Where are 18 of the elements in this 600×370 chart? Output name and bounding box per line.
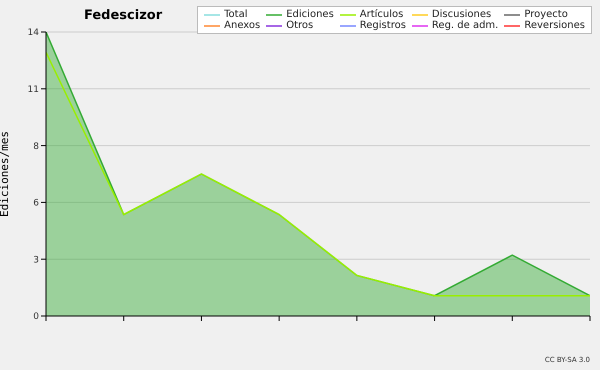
legend-label: Otros — [286, 20, 314, 31]
y-tick-label: 6 — [33, 198, 40, 209]
legend-label: Ediciones — [286, 9, 334, 20]
legend-label: Total — [224, 9, 248, 20]
y-tick-label: 0 — [33, 312, 40, 322]
legend-label: Registros — [360, 20, 406, 31]
y-tick-label: 14 — [28, 28, 40, 38]
legend-label: Reversiones — [524, 20, 585, 31]
chart-title: Fedescizor — [84, 8, 162, 23]
legend-label: Anexos — [224, 20, 260, 31]
y-axis-title: Ediciones/mes — [0, 130, 11, 218]
y-tick-label: 8 — [33, 142, 40, 152]
legend-label: Proyecto — [524, 9, 568, 20]
legend-label: Artículos — [360, 9, 404, 20]
legend-label: Reg. de adm. — [432, 20, 498, 31]
y-tick-label: 11 — [28, 84, 39, 95]
y-tick-label: 3 — [33, 255, 39, 266]
legend-label: Discusiones — [432, 9, 492, 20]
